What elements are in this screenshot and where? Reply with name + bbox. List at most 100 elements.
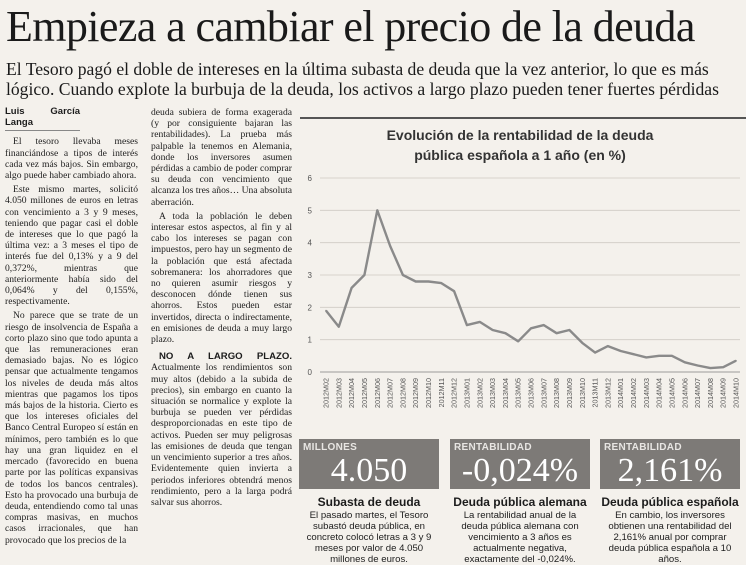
stat-label: RENTABILIDAD bbox=[604, 442, 682, 453]
stat-title: Deuda pública española bbox=[601, 495, 739, 509]
data-point bbox=[376, 209, 379, 212]
y-tick-label: 3 bbox=[308, 271, 313, 280]
stat-banner: RENTABILIDAD -0,024% bbox=[450, 439, 590, 489]
data-point bbox=[504, 332, 507, 334]
data-point bbox=[581, 342, 584, 344]
article-column-1: Luis García Langa El tesoro llevaba mese… bbox=[5, 106, 138, 549]
x-tick-label: 2013M12 bbox=[603, 378, 612, 408]
x-tick-label: 2013M09 bbox=[565, 378, 574, 408]
y-tick-label: 1 bbox=[308, 336, 313, 345]
data-point bbox=[363, 274, 366, 276]
data-point bbox=[671, 355, 673, 357]
x-tick-label: 2014M01 bbox=[616, 378, 625, 408]
x-tick-label: 2014M06 bbox=[680, 378, 689, 408]
stat-description: El pasado martes, el Tesoro subastó deud… bbox=[306, 510, 432, 565]
subheadline: El Tesoro pagó el doble de intereses en … bbox=[6, 59, 719, 99]
data-point bbox=[594, 351, 596, 354]
x-tick-label: 2013M02 bbox=[475, 378, 484, 408]
y-tick-label: 4 bbox=[308, 239, 313, 248]
x-tick-label: 2013M06 bbox=[527, 378, 536, 408]
paragraph: Este mismo martes, solicitó 4.050 millon… bbox=[5, 184, 138, 308]
data-point bbox=[555, 332, 558, 334]
x-tick-label: 2012M05 bbox=[360, 378, 369, 408]
data-point bbox=[645, 356, 648, 359]
stat-card-spanish-debt: RENTABILIDAD 2,161% Deuda pública españo… bbox=[600, 439, 740, 565]
stat-label: RENTABILIDAD bbox=[454, 442, 532, 453]
data-point bbox=[350, 287, 353, 289]
x-tick-label: 2013M10 bbox=[578, 378, 587, 408]
series-line bbox=[325, 209, 737, 370]
x-tick-label: 2012M09 bbox=[411, 378, 420, 408]
x-tick-label: 2012M08 bbox=[398, 378, 407, 408]
x-tick-label: 2013M04 bbox=[501, 378, 510, 408]
data-point bbox=[543, 324, 545, 326]
chart-title: Evolución de la rentabilidad de la deuda… bbox=[330, 125, 710, 165]
x-tick-label: 2014M03 bbox=[642, 378, 651, 408]
data-point bbox=[338, 325, 340, 328]
paragraph: NO A LARGO PLAZO. Actualmente los rendim… bbox=[151, 351, 292, 508]
line-chart: 0 1 2 3 4 5 6 2012M02 2012M03 2012M04 2012M05 2012M… bbox=[308, 174, 741, 408]
stat-banner: RENTABILIDAD 2,161% bbox=[600, 439, 740, 489]
stat-title: Deuda pública alemana bbox=[453, 495, 587, 509]
x-tick-label: 2012M10 bbox=[424, 378, 433, 408]
data-point bbox=[658, 355, 660, 357]
paragraph-text: Actualmente los rendimientos son muy alt… bbox=[151, 362, 292, 508]
x-tick-label: 2014M07 bbox=[693, 378, 702, 408]
x-tick-label: 2013M05 bbox=[514, 378, 523, 408]
x-tick-label: 2012M04 bbox=[347, 378, 356, 408]
x-tick-label: 2014M10 bbox=[732, 378, 741, 408]
x-tick-label: 2013M01 bbox=[462, 378, 471, 408]
stat-value: 4.050 bbox=[330, 452, 408, 489]
data-point bbox=[619, 350, 622, 352]
data-point bbox=[389, 245, 391, 247]
section-subtitle: NO A LARGO PLAZO. bbox=[159, 351, 292, 363]
y-tick-label: 5 bbox=[308, 206, 313, 215]
data-point bbox=[325, 309, 327, 312]
data-point bbox=[684, 361, 686, 364]
stat-card-german-debt: RENTABILIDAD -0,024% Deuda pública alema… bbox=[450, 439, 590, 565]
headline: Empieza a cambiar el precio de la deuda bbox=[6, 2, 695, 51]
data-point bbox=[479, 321, 481, 323]
data-point bbox=[722, 366, 724, 368]
paragraph: deuda subiera de forma exagerada (y por … bbox=[151, 107, 292, 208]
stat-banner: MILLONES 4.050 bbox=[299, 439, 439, 489]
x-tick-label: 2012M07 bbox=[386, 378, 395, 408]
paragraph: A toda la población le deben interesar e… bbox=[151, 210, 292, 346]
chart-divider bbox=[300, 117, 746, 119]
stat-value: 2,161% bbox=[617, 452, 723, 489]
chart-title-line-2: pública española a 1 año (en %) bbox=[414, 147, 626, 163]
data-point bbox=[709, 367, 712, 369]
data-point bbox=[440, 282, 443, 284]
x-tick-label: 2014M09 bbox=[719, 378, 728, 408]
stat-card-auction: MILLONES 4.050 Subasta de deuda El pasad… bbox=[299, 439, 439, 565]
byline: Luis García Langa bbox=[5, 106, 80, 132]
chart-title-line-1: Evolución de la rentabilidad de la deuda bbox=[386, 127, 654, 143]
paragraph: No parece que se trate de un riesgo de i… bbox=[5, 310, 138, 546]
x-tick-label: 2012M02 bbox=[322, 378, 331, 408]
stat-title: Subasta de deuda bbox=[317, 495, 421, 509]
x-tick-label: 2012M12 bbox=[450, 378, 459, 408]
data-point bbox=[530, 327, 532, 330]
data-point bbox=[568, 329, 571, 331]
data-point bbox=[402, 274, 404, 276]
x-tick-label: 2013M11 bbox=[591, 378, 600, 407]
data-point bbox=[427, 280, 430, 283]
y-tick-label: 0 bbox=[308, 368, 313, 377]
x-tick-label: 2014M02 bbox=[629, 378, 638, 408]
stat-label: MILLONES bbox=[303, 442, 358, 453]
y-tick-label: 2 bbox=[308, 303, 313, 312]
data-point bbox=[735, 359, 737, 362]
article-column-2: deuda subiera de forma exagerada (y por … bbox=[151, 107, 292, 511]
x-tick-label: 2012M06 bbox=[373, 378, 382, 408]
stat-description: La rentabilidad anual de la deuda públic… bbox=[461, 510, 579, 565]
data-point bbox=[607, 345, 609, 347]
x-tick-label: 2014M05 bbox=[667, 378, 676, 408]
stat-description: En cambio, los inversores obtienen una r… bbox=[608, 510, 732, 565]
x-tick-label: 2013M03 bbox=[488, 378, 497, 408]
x-tick-label: 2014M04 bbox=[655, 378, 664, 408]
x-tick-label: 2012M03 bbox=[334, 378, 343, 408]
x-tick-label: 2013M07 bbox=[539, 378, 548, 408]
x-tick-label: 2012M11 bbox=[437, 378, 446, 407]
y-tick-label: 6 bbox=[308, 174, 313, 183]
data-point bbox=[632, 353, 635, 355]
